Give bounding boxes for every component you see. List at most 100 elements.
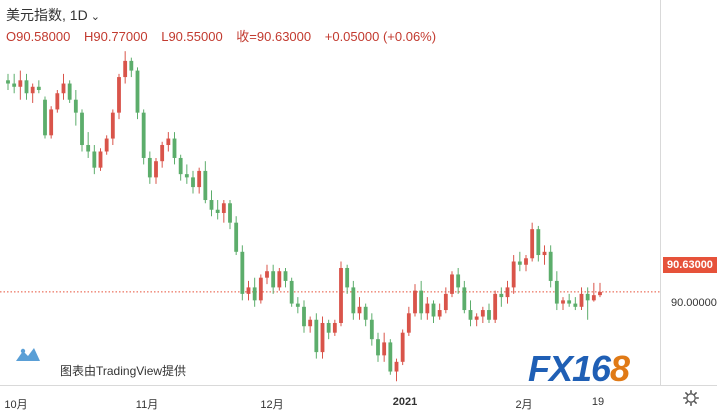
candle[interactable]	[314, 313, 319, 359]
candle[interactable]	[357, 297, 362, 320]
candle[interactable]	[505, 280, 510, 304]
candle[interactable]	[573, 297, 578, 311]
candle[interactable]	[536, 225, 541, 262]
candle[interactable]	[474, 313, 479, 327]
candle[interactable]	[184, 164, 189, 184]
candle[interactable]	[30, 83, 35, 103]
candle[interactable]	[135, 67, 140, 120]
candle[interactable]	[413, 284, 417, 317]
candle[interactable]	[147, 151, 152, 184]
chevron-down-icon[interactable]: ⌄	[90, 11, 100, 23]
candle[interactable]	[141, 109, 146, 165]
candle[interactable]	[345, 264, 350, 294]
candle[interactable]	[320, 316, 325, 359]
candle[interactable]	[117, 73, 121, 120]
candle[interactable]	[277, 267, 282, 291]
candle[interactable]	[487, 303, 491, 323]
candle[interactable]	[542, 245, 547, 265]
candle[interactable]	[363, 303, 368, 327]
candle[interactable]	[129, 57, 134, 78]
candle[interactable]	[419, 280, 424, 320]
time-axis[interactable]: 10月 11月 12月 2021 2月 19	[0, 385, 717, 411]
candle[interactable]	[332, 319, 337, 336]
candle[interactable]	[104, 135, 109, 155]
candle[interactable]	[567, 293, 572, 307]
candle[interactable]	[295, 297, 300, 314]
candle[interactable]	[6, 73, 10, 91]
candle[interactable]	[499, 287, 504, 307]
candle[interactable]	[12, 73, 17, 94]
candle[interactable]	[443, 287, 448, 314]
candle[interactable]	[462, 280, 467, 314]
candle[interactable]	[166, 132, 171, 152]
gear-icon[interactable]	[683, 390, 699, 406]
candle[interactable]	[178, 154, 183, 181]
tradingview-logo-icon[interactable]	[14, 345, 42, 363]
candle[interactable]	[80, 109, 84, 152]
candle[interactable]	[431, 300, 436, 323]
candle[interactable]	[437, 303, 442, 320]
candle[interactable]	[215, 200, 220, 220]
candle[interactable]	[400, 329, 405, 366]
candle[interactable]	[369, 313, 374, 346]
candle[interactable]	[86, 132, 91, 158]
candle[interactable]	[209, 190, 214, 217]
candle[interactable]	[221, 200, 226, 223]
candle[interactable]	[480, 306, 485, 323]
candle[interactable]	[61, 73, 66, 100]
candle[interactable]	[160, 141, 165, 168]
candle[interactable]	[228, 200, 232, 230]
candle[interactable]	[172, 132, 177, 165]
candle[interactable]	[234, 216, 239, 256]
candle[interactable]	[73, 90, 78, 126]
candle[interactable]	[265, 264, 269, 285]
candle[interactable]	[394, 358, 399, 382]
candle[interactable]	[24, 73, 29, 100]
candle[interactable]	[203, 161, 208, 204]
candle[interactable]	[302, 300, 306, 333]
candle[interactable]	[98, 148, 103, 171]
candle[interactable]	[308, 316, 313, 333]
candle[interactable]	[579, 287, 584, 311]
candle[interactable]	[49, 106, 54, 139]
candle[interactable]	[591, 282, 596, 302]
candle[interactable]	[493, 290, 498, 323]
candle[interactable]	[548, 245, 553, 288]
candle[interactable]	[67, 80, 72, 103]
candle[interactable]	[530, 222, 535, 262]
candle[interactable]	[598, 282, 602, 298]
candle[interactable]	[197, 167, 202, 194]
price-axis[interactable]: 90.00000	[660, 0, 717, 385]
candle[interactable]	[388, 339, 393, 375]
symbol-title[interactable]: 美元指数, 1D	[6, 7, 88, 23]
tradingview-credit[interactable]: 图表由TradingView提供	[60, 364, 187, 378]
candle[interactable]	[339, 261, 343, 327]
candle[interactable]	[450, 271, 454, 298]
candle[interactable]	[425, 297, 430, 320]
candle[interactable]	[326, 319, 331, 340]
candle[interactable]	[246, 280, 251, 301]
candle[interactable]	[376, 332, 380, 362]
candle[interactable]	[191, 170, 195, 194]
candle[interactable]	[55, 90, 60, 113]
candle[interactable]	[240, 245, 245, 301]
candle[interactable]	[154, 157, 158, 184]
candle[interactable]	[585, 287, 590, 320]
candle[interactable]	[517, 251, 522, 272]
candle[interactable]	[456, 267, 461, 294]
candle[interactable]	[554, 271, 559, 311]
candle[interactable]	[406, 306, 411, 336]
candle[interactable]	[283, 267, 288, 288]
candle[interactable]	[468, 300, 473, 327]
candle[interactable]	[43, 96, 47, 139]
candle[interactable]	[524, 255, 528, 272]
candle[interactable]	[561, 297, 565, 311]
candle[interactable]	[271, 264, 276, 294]
candle[interactable]	[18, 70, 23, 100]
candle[interactable]	[351, 280, 356, 320]
candle[interactable]	[511, 255, 516, 294]
candle[interactable]	[123, 51, 128, 84]
candle[interactable]	[382, 332, 387, 362]
